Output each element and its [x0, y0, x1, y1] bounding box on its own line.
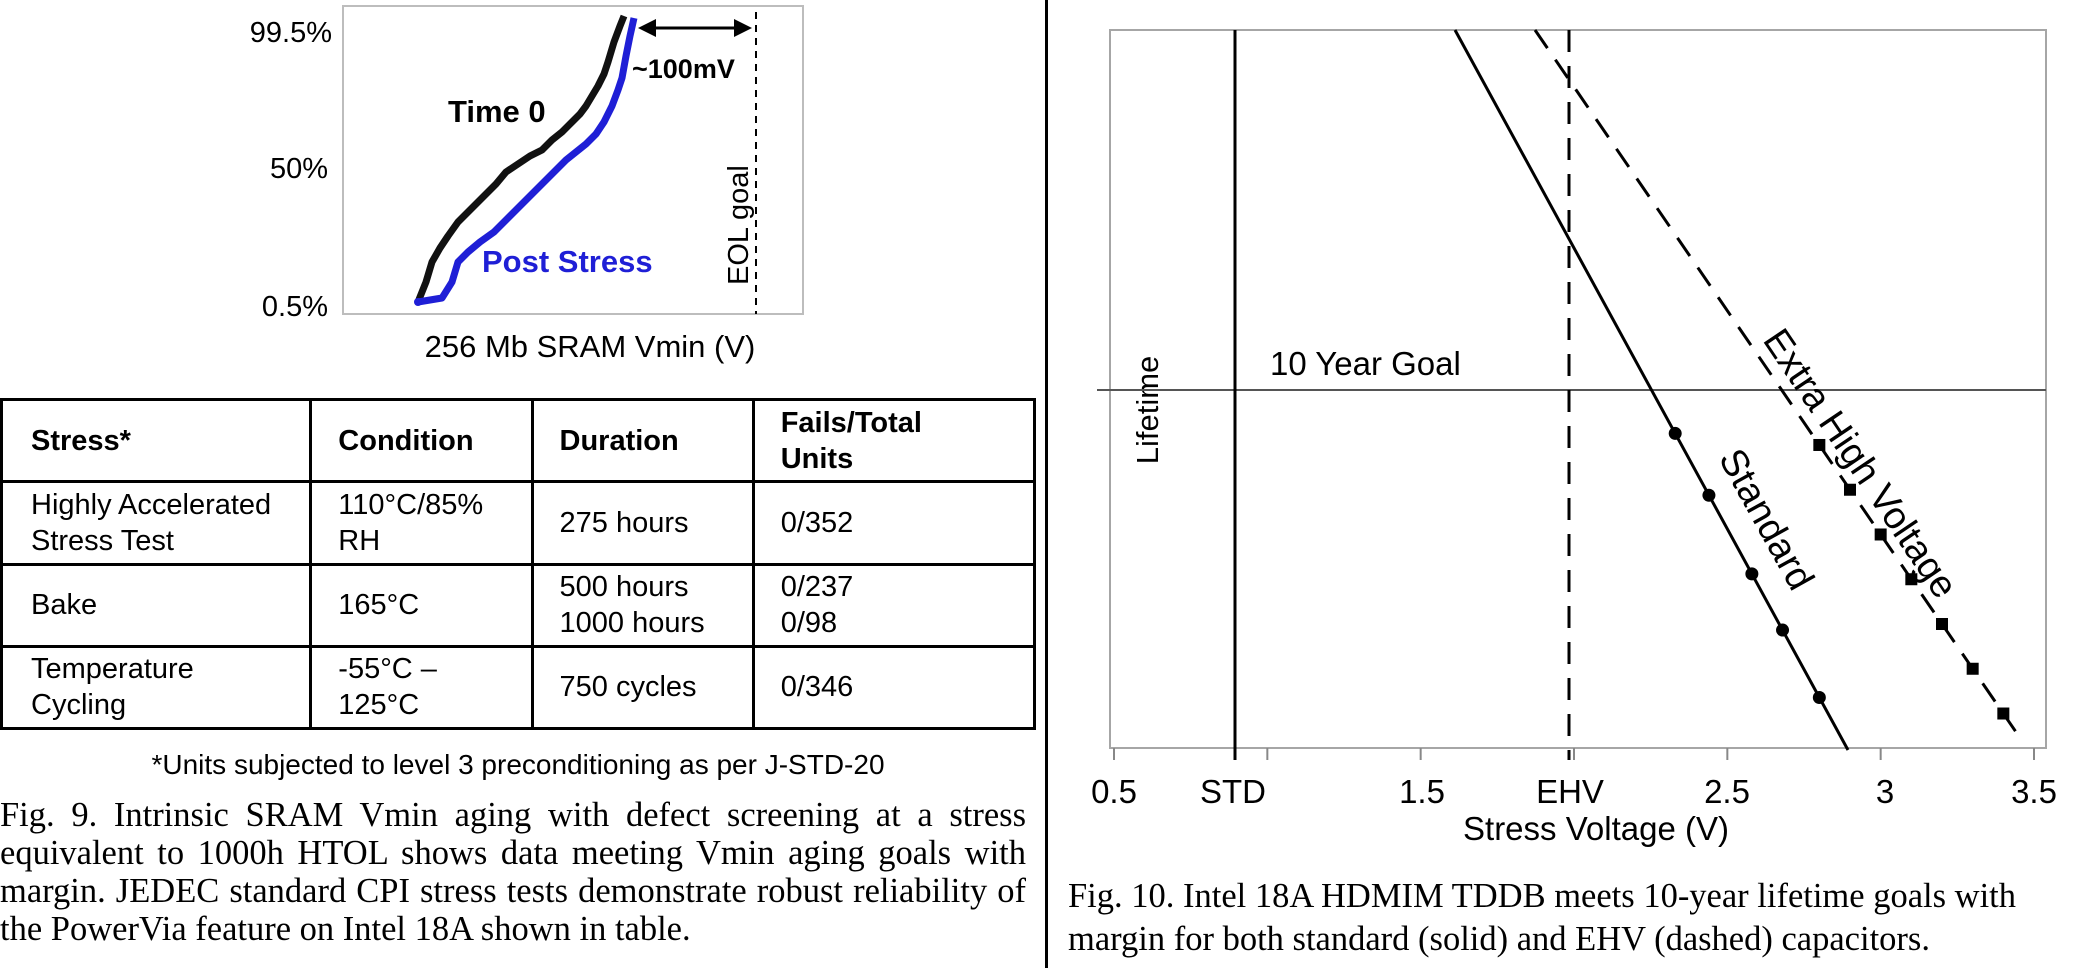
- fig9-series-label-time0: Time 0: [448, 94, 546, 129]
- fig10-standard-points: [1668, 426, 1826, 704]
- fig10-caption-line2: margin for both standard (solid) and EHV…: [1068, 920, 1930, 958]
- fig10-xtick-label: 2.5: [1704, 773, 1750, 810]
- table-header-row: Stress* Condition Duration Fails/Total Un…: [0, 397, 1037, 484]
- cell-fails: 0/352: [751, 480, 1037, 566]
- fig10-tddb-chart: 0.5 STD 1.5 EHV 2.5 3 3.5 Stress Voltage…: [1091, 29, 2057, 847]
- fig10-x-tick-labels: 0.5 STD 1.5 EHV 2.5 3 3.5: [1091, 773, 2057, 810]
- fig10-xtick-label: EHV: [1536, 773, 1604, 810]
- fig10-caption-line1: Fig. 10. Intel 18A HDMIM TDDB meets 10-y…: [1068, 877, 2016, 915]
- fig10-xtick-label: 3: [1876, 773, 1894, 810]
- fig9-x-axis-label: 256 Mb SRAM Vmin (V): [425, 329, 756, 364]
- cell-stress: Highly Accelerated Stress Test: [0, 480, 313, 566]
- fig9-eol-goal-label: EOL goal: [723, 165, 755, 285]
- fig10-ehv-point: [1844, 483, 1856, 496]
- fig10-caption: Fig. 10. Intel 18A HDMIM TDDB meets 10-y…: [1068, 875, 2094, 961]
- fig9-vmin-chart: 99.5% 50% 0.5% 256 Mb SRAM Vmin (V) Time…: [250, 5, 804, 364]
- header-condition: Condition: [309, 397, 534, 484]
- table-footnote: *Units subjected to level 3 precondition…: [151, 749, 885, 780]
- fig9-margin-arrow-left-head: [638, 19, 656, 37]
- header-fails-total: Fails/Total Units: [751, 397, 1037, 484]
- fig10-y-axis-label: Lifetime: [1130, 356, 1165, 465]
- fig10-x-axis-label: Stress Voltage (V): [1463, 810, 1729, 847]
- fig9-series-origin-dot: [414, 298, 422, 306]
- fig10-ehv-points: [1813, 438, 2010, 720]
- cell-duration: 275 hours: [530, 480, 755, 566]
- header-fails-line2: Units: [780, 442, 854, 475]
- column-divider: [1045, 0, 1048, 968]
- fig10-x-ticks: [1113, 748, 2035, 760]
- fig10-standard-point: [1668, 426, 1682, 440]
- fig9-series-time0: [414, 14, 628, 304]
- fig9-margin-arrow-right-head: [734, 19, 752, 37]
- cell-condition: 110°C/85% RH: [309, 480, 534, 566]
- fig9-series-label-post-stress: Post Stress: [482, 244, 653, 279]
- fig9-ytick-top: 99.5%: [250, 17, 332, 49]
- fig9-ytick-bottom: 0.5%: [262, 291, 328, 323]
- table-row: Bake 165°C 500 hours 1000 hours 0/237 0/98: [0, 562, 1037, 648]
- fig10-xtick-label: 3.5: [2011, 773, 2057, 810]
- cell-condition: 165°C: [309, 562, 534, 648]
- fig10-xtick-label: 1.5: [1399, 773, 1445, 810]
- fig10-ten-year-goal-label: 10 Year Goal: [1270, 345, 1461, 382]
- fig10-ehv-point: [1966, 662, 1979, 675]
- fig10-standard-point: [1812, 690, 1826, 704]
- cell-condition: -55°C –125°C: [309, 644, 534, 731]
- stress-test-table: Stress* Condition Duration Fails/Total Un…: [0, 397, 1037, 731]
- cell-fails: 0/346: [751, 644, 1037, 731]
- fig10-standard-point: [1745, 567, 1759, 581]
- fig10-xtick-label: STD: [1200, 773, 1266, 810]
- fig10-ehv-point: [1905, 573, 1918, 586]
- fig9-plot-frame: [342, 5, 804, 315]
- fig10-xtick-label: 0.5: [1091, 773, 1137, 810]
- table-row: Temperature Cycling -55°C –125°C 750 cycl…: [0, 644, 1037, 731]
- cell-stress: Temperature Cycling: [0, 644, 313, 731]
- header-fails-line1: Fails/Total: [780, 406, 922, 439]
- fig10-standard-point: [1776, 623, 1790, 637]
- table-row: Highly Accelerated Stress Test 110°C/85% R…: [0, 480, 1037, 566]
- fig10-ehv-point: [1874, 528, 1887, 541]
- cell-fails: 0/237 0/98: [751, 562, 1037, 648]
- fig9-caption: Fig. 9. Intrinsic SRAM Vmin aging with d…: [0, 796, 1026, 948]
- header-stress: Stress*: [0, 397, 313, 484]
- fig10-ehv-point: [1813, 438, 1826, 451]
- header-duration: Duration: [530, 397, 755, 484]
- cell-duration: 500 hours 1000 hours: [530, 562, 755, 648]
- fig9-ytick-mid: 50%: [270, 153, 328, 185]
- fig10-standard-point: [1702, 488, 1716, 502]
- fig10-ehv-point: [1997, 707, 2010, 720]
- fig10-ehv-point: [1936, 618, 1948, 630]
- fig9-series-post-stress: [417, 17, 638, 306]
- fig10-standard-label: Standard: [1710, 442, 1822, 597]
- fig9-margin-label: ~100mV: [632, 54, 735, 84]
- cell-duration: 750 cycles: [530, 644, 755, 731]
- cell-stress: Bake: [0, 562, 313, 648]
